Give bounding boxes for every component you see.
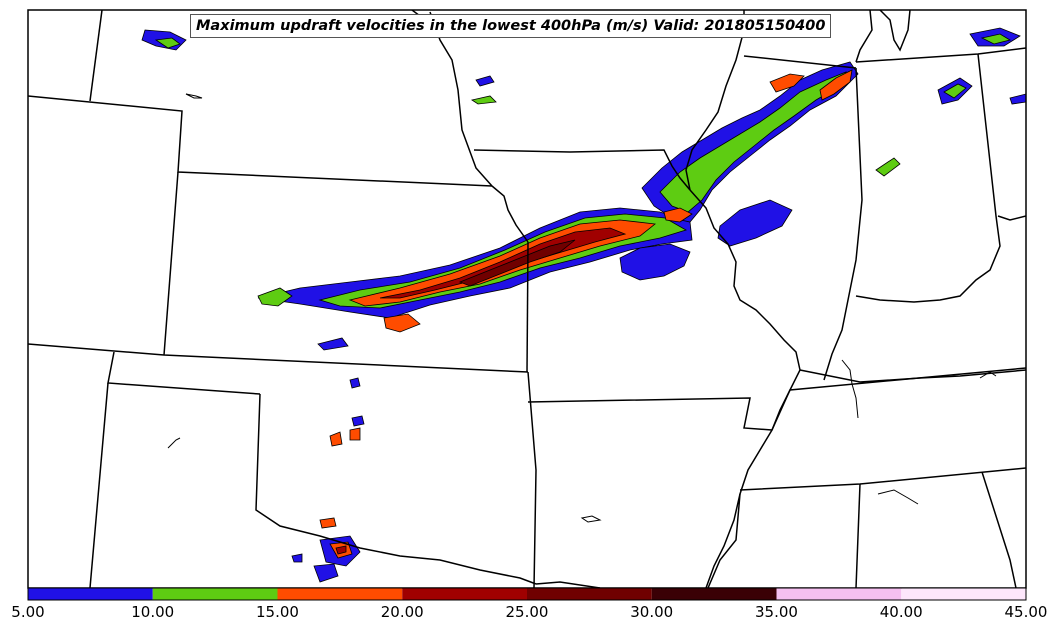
border-texas-west [89, 382, 109, 588]
colorbar-labels: 5.00 10.00 15.00 20.00 25.00 30.00 35.00 40.00 4… [11, 603, 1047, 621]
cell-texas-3 [319, 517, 337, 529]
cell-nebraska-ne-green [154, 37, 181, 49]
border-illinois-indiana [823, 67, 863, 381]
colorbar-bin-1 [152, 588, 278, 600]
border-iowa-south [473, 149, 691, 191]
colorbar [27, 587, 1027, 601]
border-oklahoma-east [527, 371, 537, 588]
updraft-contours [141, 27, 1026, 583]
cluster-small-orange-2 [663, 207, 693, 223]
border-mississippi-east [855, 483, 861, 588]
border-oklahoma-panhandle [255, 393, 537, 585]
blue-blob-central [619, 243, 691, 281]
border-kansas-north [491, 185, 529, 243]
cell-ohio [1009, 93, 1026, 105]
cell-oklahoma-4 [351, 415, 365, 427]
colorbar-bin-0 [28, 588, 153, 600]
colorbar-tick-label: 5.00 [11, 603, 44, 621]
border-arkansas-north [527, 397, 773, 431]
colorbar-tick-label: 30.00 [630, 603, 673, 621]
lake-3 [580, 515, 602, 523]
border-colorado-west [89, 10, 103, 102]
border-mississippi-north [685, 10, 745, 191]
cell-michigan-green [980, 33, 1012, 45]
lake-4 [877, 489, 919, 505]
lake-5 [979, 371, 997, 379]
water-features [167, 93, 997, 523]
cell-kansas-2 [317, 337, 349, 351]
cluster-iowa-illinois-orange [819, 69, 853, 101]
border-illinois-north [743, 55, 857, 69]
border-michigan-indiana [855, 47, 1026, 63]
border-kansas-south [28, 343, 529, 373]
colorbar-tick-label: 35.00 [755, 603, 798, 621]
cell-texas-2 [313, 563, 339, 583]
border-mississippi [689, 189, 801, 588]
colorbar-tick-label: 45.00 [1005, 603, 1048, 621]
border-texas-south [535, 581, 601, 588]
map-area [28, 10, 1026, 588]
border-michigan-shore [879, 10, 911, 52]
border-ohio-river [997, 215, 1026, 221]
border-kansas-east [526, 241, 529, 373]
cell-iowa-2 [470, 95, 497, 105]
lake-1 [185, 93, 203, 99]
colorbar-tick-label: 40.00 [880, 603, 923, 621]
colorbar-bin-6 [776, 588, 902, 600]
colorbar-frame [27, 587, 1027, 601]
cell-iowa-1 [475, 75, 495, 87]
border-nebraska-south [28, 95, 493, 187]
colorbar-bin-2 [277, 588, 403, 600]
colorbar-tick-label: 15.00 [256, 603, 299, 621]
border-tennessee [771, 367, 1026, 431]
map-title: Maximum updraft velocities in the lowest… [196, 18, 826, 34]
border-kentucky [799, 369, 1026, 383]
cell-kansas-3 [383, 313, 421, 333]
title-box: Maximum updraft velocities in the lowest… [190, 14, 832, 38]
colorbar-bin-4 [527, 588, 652, 600]
cell-oklahoma-3 [349, 427, 361, 441]
colorbar-bin-3 [402, 588, 527, 600]
colorbar-tick-label: 10.00 [131, 603, 174, 621]
cell-kansas-1 [257, 287, 293, 307]
border-kansas-west [163, 171, 179, 356]
colorbar-tick-label: 25.00 [506, 603, 549, 621]
cell-oklahoma-1 [349, 377, 361, 389]
border-louisiana [707, 493, 741, 588]
colorbar-bin-7 [901, 588, 1026, 600]
cell-texas-1-core [335, 545, 347, 555]
lake-2 [167, 437, 181, 449]
river-kentucky-lake [841, 359, 859, 419]
cell-indiana-2 [943, 83, 967, 99]
storm-line-core [458, 239, 576, 287]
cell-indiana-3 [875, 157, 901, 177]
border-wisconsin-michigan [855, 10, 873, 63]
border-indiana-ohio [855, 53, 1001, 303]
blue-blob-east [717, 199, 793, 247]
cell-texas-4 [291, 553, 303, 563]
border-missouri-river-iowa [429, 11, 493, 187]
cluster-small-orange-1 [769, 73, 805, 93]
cell-oklahoma-2 [329, 431, 343, 447]
border-alabama-east [981, 471, 1017, 588]
colorbar-bin-5 [651, 588, 777, 600]
colorbar-tick-label: 20.00 [381, 603, 424, 621]
